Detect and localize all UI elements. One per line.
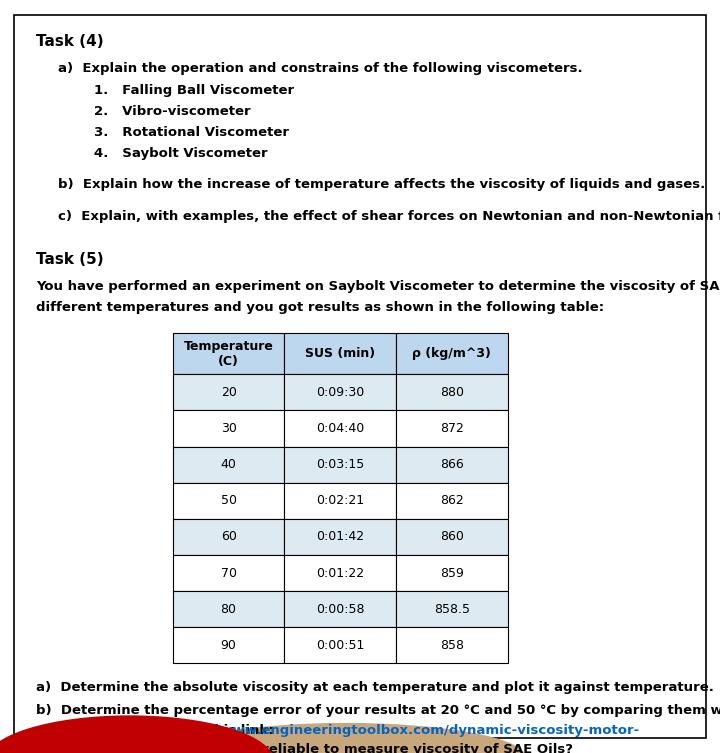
Text: SUS (min): SUS (min) [305,347,375,360]
Text: 20: 20 [220,386,237,399]
Text: 30: 30 [220,422,237,435]
FancyBboxPatch shape [173,555,284,591]
Text: reference values in this link:: reference values in this link: [36,724,278,736]
Text: 70: 70 [220,566,237,580]
Text: 858: 858 [440,639,464,652]
FancyBboxPatch shape [173,447,284,483]
Text: a)  Explain the operation and constrains of the following viscometers.: a) Explain the operation and constrains … [58,62,582,75]
Text: 60: 60 [220,530,237,544]
Text: 0:09:30: 0:09:30 [316,386,364,399]
Text: 858.5: 858.5 [434,602,470,616]
FancyBboxPatch shape [173,410,284,447]
Text: 0:02:21: 0:02:21 [316,494,364,508]
Text: https://www.engineeringtoolbox.com/dynamic-viscosity-motor-: https://www.engineeringtoolbox.com/dynam… [167,724,640,736]
Text: 0:01:42: 0:01:42 [316,530,364,544]
FancyBboxPatch shape [173,519,284,555]
Text: 40: 40 [220,458,237,471]
Text: 862: 862 [440,494,464,508]
Text: 3.   Rotational Viscometer: 3. Rotational Viscometer [94,126,289,139]
Text: 866: 866 [440,458,464,471]
Text: You have performed an experiment on Saybolt Viscometer to determine the viscosit: You have performed an experiment on Sayb… [36,280,720,293]
FancyBboxPatch shape [173,374,284,410]
Text: c)  Explain, with examples, the effect of shear forces on Newtonian and non-Newt: c) Explain, with examples, the effect of… [58,210,720,223]
FancyBboxPatch shape [396,374,508,410]
Text: . Is this experiment reliable to measure viscosity of SAE Oils?: . Is this experiment reliable to measure… [112,743,573,753]
FancyBboxPatch shape [396,519,508,555]
FancyBboxPatch shape [173,333,284,374]
Text: 0:00:51: 0:00:51 [316,639,364,652]
Text: Task (5): Task (5) [36,252,104,267]
FancyBboxPatch shape [284,333,396,374]
FancyBboxPatch shape [284,591,396,627]
Text: 0:03:15: 0:03:15 [316,458,364,471]
Text: oils-d_1759.html: oils-d_1759.html [36,743,183,753]
Text: ρ (kg/m^3): ρ (kg/m^3) [413,347,491,360]
FancyBboxPatch shape [173,483,284,519]
FancyBboxPatch shape [284,627,396,663]
Text: 0:00:58: 0:00:58 [316,602,364,616]
Text: b)  Explain how the increase of temperature affects the viscosity of liquids and: b) Explain how the increase of temperatu… [58,178,705,191]
FancyBboxPatch shape [173,591,284,627]
FancyBboxPatch shape [284,483,396,519]
FancyBboxPatch shape [284,410,396,447]
FancyBboxPatch shape [284,519,396,555]
Text: 0:01:22: 0:01:22 [316,566,364,580]
Text: 859: 859 [440,566,464,580]
Text: a)  Determine the absolute viscosity at each temperature and plot it against tem: a) Determine the absolute viscosity at e… [36,681,714,694]
FancyBboxPatch shape [396,410,508,447]
Text: b)  Determine the percentage error of your results at 20 °C and 50 °C by compari: b) Determine the percentage error of you… [36,704,720,717]
Text: 80: 80 [220,602,237,616]
Text: Temperature
(C): Temperature (C) [184,340,274,367]
FancyBboxPatch shape [396,627,508,663]
FancyBboxPatch shape [284,374,396,410]
Text: 90: 90 [220,639,237,652]
FancyBboxPatch shape [396,483,508,519]
Text: Task (4): Task (4) [36,34,104,49]
Text: 0:04:40: 0:04:40 [316,422,364,435]
Text: 50: 50 [220,494,237,508]
Text: different temperatures and you got results as shown in the following table:: different temperatures and you got resul… [36,301,604,314]
FancyBboxPatch shape [396,555,508,591]
Text: 2.   Vibro-viscometer: 2. Vibro-viscometer [94,105,251,117]
FancyBboxPatch shape [284,447,396,483]
FancyBboxPatch shape [396,447,508,483]
Text: 880: 880 [440,386,464,399]
Ellipse shape [166,723,526,753]
Text: 872: 872 [440,422,464,435]
Text: 860: 860 [440,530,464,544]
Ellipse shape [0,715,274,753]
FancyBboxPatch shape [396,333,508,374]
FancyBboxPatch shape [396,591,508,627]
FancyBboxPatch shape [173,627,284,663]
FancyBboxPatch shape [14,15,706,738]
FancyBboxPatch shape [284,555,396,591]
Text: 4.   Saybolt Viscometer: 4. Saybolt Viscometer [94,147,267,160]
Text: 1.   Falling Ball Viscometer: 1. Falling Ball Viscometer [94,84,294,96]
